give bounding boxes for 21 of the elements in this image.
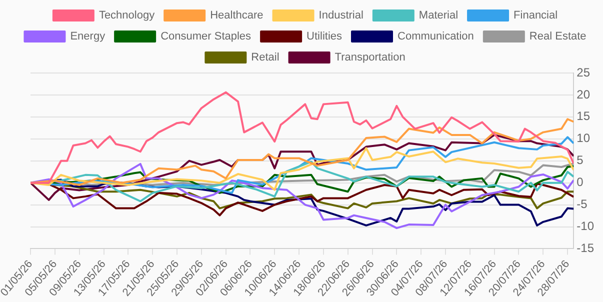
legend-label: Material (418, 10, 458, 22)
y-tick-label: 15 (576, 109, 590, 124)
y-tick-label: -10 (576, 219, 594, 234)
legend-label: Transportation (334, 52, 406, 64)
legend-label: Utilities (306, 30, 343, 43)
legend-label: Financial (514, 10, 558, 22)
legend-label: Real Estate (529, 30, 586, 43)
legend-label: Consumer Staples (160, 30, 252, 43)
legend-label: Energy (70, 30, 106, 43)
legend-label: Industrial (318, 10, 364, 22)
y-tick-label: 10 (576, 131, 590, 146)
legend-label: Communication (398, 30, 474, 43)
legend-label: Technology (98, 10, 156, 22)
legend-label: Retail (251, 52, 280, 64)
y-tick-label: -5 (576, 197, 588, 212)
y-tick-label: 20 (576, 87, 590, 102)
y-tick-label: -15 (576, 241, 594, 256)
legend-label: Healthcare (210, 10, 264, 22)
y-tick-label: 25 (576, 65, 590, 80)
y-tick-label: 5 (576, 153, 584, 168)
y-tick-label: 0 (576, 175, 584, 190)
